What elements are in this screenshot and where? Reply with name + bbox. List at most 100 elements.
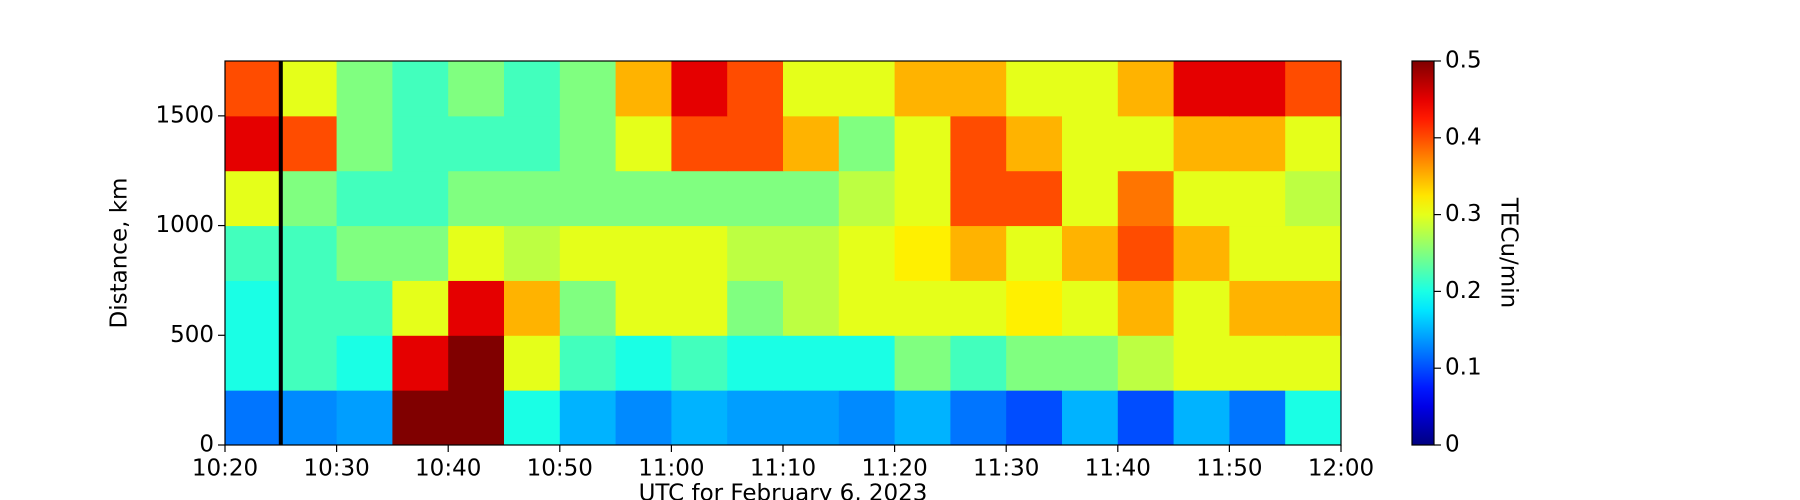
- heatmap-cell: [1006, 170, 1063, 227]
- heatmap-cell: [1006, 61, 1063, 117]
- heatmap-cell: [783, 61, 840, 117]
- heatmap-cell: [1062, 170, 1119, 227]
- heatmap-cell: [1062, 225, 1119, 281]
- heatmap-cell: [1285, 335, 1342, 391]
- y-axis-label: Distance, km: [107, 178, 133, 329]
- heatmap-cell: [950, 61, 1007, 117]
- heatmap-cell: [950, 280, 1007, 336]
- heatmap-cell: [448, 390, 505, 446]
- y-tick-label: 1000: [155, 212, 214, 238]
- heatmap-cell: [1173, 61, 1230, 117]
- heatmap-cell: [671, 115, 728, 172]
- y-tick-label: 0: [199, 432, 214, 458]
- heatmap-cell: [392, 225, 449, 281]
- x-tick-label: 11:30: [973, 456, 1039, 482]
- heatmap-cell: [727, 225, 784, 281]
- heatmap-cell: [504, 390, 561, 446]
- heatmap-cell: [1285, 170, 1342, 227]
- heatmap: [225, 61, 1342, 446]
- heatmap-cell: [727, 115, 784, 172]
- heatmap-cell: [1229, 115, 1286, 172]
- heatmap-cell: [225, 61, 282, 117]
- heatmap-cell: [392, 115, 449, 172]
- x-tick-label: 10:30: [303, 456, 369, 482]
- heatmap-cell: [280, 335, 338, 391]
- heatmap-cell: [894, 61, 951, 117]
- heatmap-cell: [894, 115, 951, 172]
- heatmap-cell: [1173, 335, 1230, 391]
- heatmap-cell: [559, 390, 617, 446]
- heatmap-cell: [615, 225, 672, 281]
- heatmap-cell: [559, 280, 617, 336]
- heatmap-cell: [1229, 61, 1286, 117]
- heatmap-cell: [1062, 115, 1119, 172]
- heatmap-cell: [1006, 335, 1063, 391]
- heatmap-cell: [392, 170, 449, 227]
- heatmap-cell: [783, 335, 840, 391]
- heatmap-cell: [1285, 225, 1342, 281]
- heatmap-cell: [1117, 335, 1175, 391]
- heatmap-cell: [1117, 225, 1175, 281]
- heatmap-cell: [1285, 390, 1342, 446]
- heatmap-cell: [838, 390, 896, 446]
- heatmap-cell: [1006, 390, 1063, 446]
- heatmap-cell: [280, 61, 338, 117]
- heatmap-cell: [950, 335, 1007, 391]
- y-tick-label: 1500: [155, 102, 214, 128]
- heatmap-cell: [615, 115, 672, 172]
- heatmap-cell: [336, 335, 393, 391]
- heatmap-cell: [504, 170, 561, 227]
- heatmap-cell: [504, 335, 561, 391]
- heatmap-cell: [448, 170, 505, 227]
- heatmap-cell: [615, 61, 672, 117]
- heatmap-cell: [559, 170, 617, 227]
- heatmap-cell: [559, 115, 617, 172]
- heatmap-cell: [1173, 280, 1230, 336]
- heatmap-cell: [950, 390, 1007, 446]
- heatmap-cell: [559, 335, 617, 391]
- heatmap-cell: [838, 225, 896, 281]
- heatmap-cell: [280, 170, 338, 227]
- x-tick-label: 11:20: [861, 456, 927, 482]
- heatmap-cell: [894, 335, 951, 391]
- heatmap-cell: [950, 225, 1007, 281]
- heatmap-cell: [838, 61, 896, 117]
- heatmap-cell: [671, 61, 728, 117]
- heatmap-cell: [448, 115, 505, 172]
- colorbar-label: TECu/min: [1496, 197, 1522, 308]
- heatmap-cell: [894, 225, 951, 281]
- heatmap-cell: [504, 115, 561, 172]
- heatmap-cell: [225, 335, 282, 391]
- heatmap-cell: [336, 115, 393, 172]
- heatmap-cell: [1117, 280, 1175, 336]
- x-tick-label: 11:40: [1085, 456, 1151, 482]
- heatmap-cell: [727, 390, 784, 446]
- heatmap-cell: [1285, 61, 1342, 117]
- heatmap-cell: [950, 115, 1007, 172]
- x-tick-label: 10:40: [415, 456, 481, 482]
- heatmap-cell: [448, 61, 505, 117]
- heatmap-cell: [448, 335, 505, 391]
- heatmap-cell: [1117, 390, 1175, 446]
- heatmap-cell: [504, 61, 561, 117]
- heatmap-cell: [559, 61, 617, 117]
- heatmap-cell: [392, 335, 449, 391]
- heatmap-cell: [1173, 170, 1230, 227]
- heatmap-cell: [336, 390, 393, 446]
- x-tick-label: 11:10: [750, 456, 816, 482]
- x-tick-label: 10:50: [527, 456, 593, 482]
- heatmap-cell: [727, 170, 784, 227]
- heatmap-cell: [1229, 225, 1286, 281]
- heatmap-cell: [280, 390, 338, 446]
- x-tick-label: 12:00: [1308, 456, 1374, 482]
- colorbar-tick-label: 0: [1445, 432, 1460, 458]
- heatmap-cell: [392, 390, 449, 446]
- heatmap-cell: [225, 390, 282, 446]
- heatmap-cell: [1062, 280, 1119, 336]
- heatmap-cell: [336, 61, 393, 117]
- heatmap-cell: [225, 115, 282, 172]
- heatmap-cell: [1173, 225, 1230, 281]
- heatmap-cell: [280, 280, 338, 336]
- heatmap-cell: [448, 225, 505, 281]
